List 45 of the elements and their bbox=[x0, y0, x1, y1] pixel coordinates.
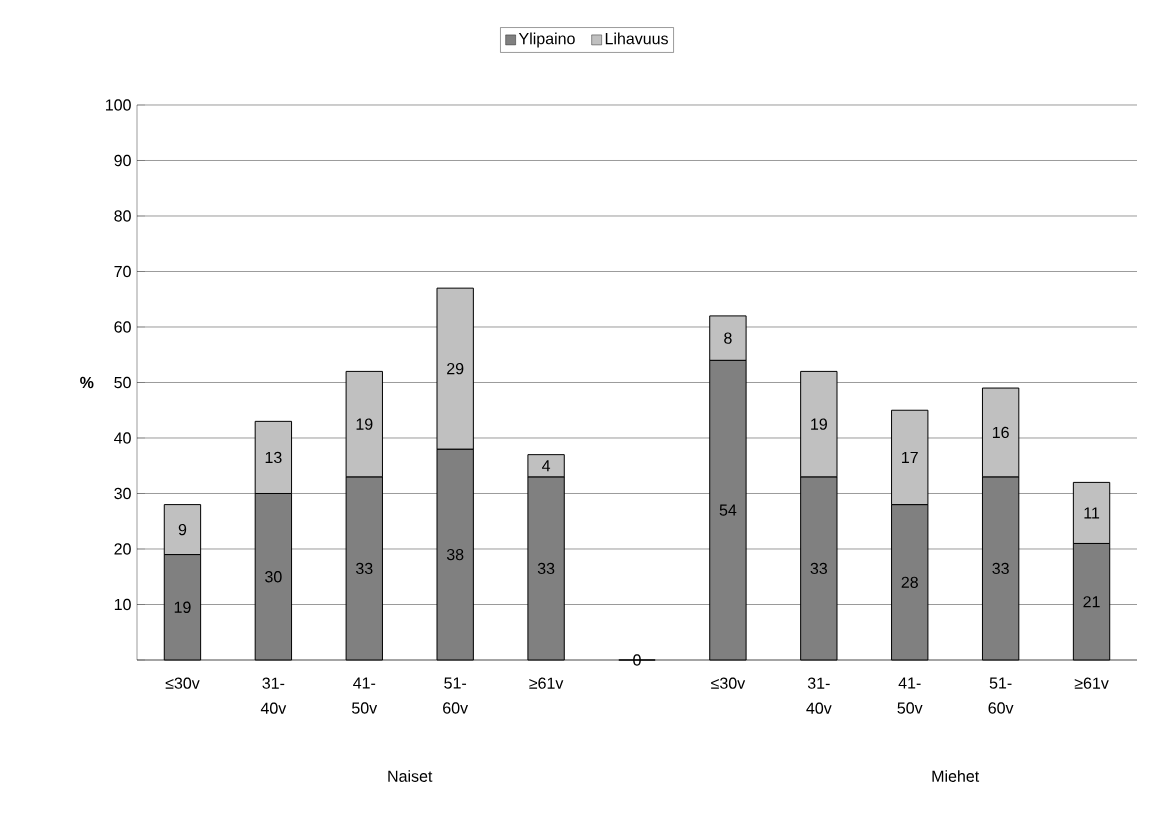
legend-label: Lihavuus bbox=[605, 32, 668, 45]
data-label: 13 bbox=[265, 451, 282, 464]
y-tick-label: 100 bbox=[105, 99, 131, 111]
data-label: 29 bbox=[447, 362, 464, 375]
x-tick-label: 41-50v bbox=[352, 677, 378, 714]
data-label: 4 bbox=[542, 460, 551, 472]
text: Miehet bbox=[932, 770, 980, 782]
data-label: 54 bbox=[719, 504, 737, 516]
y-tick-label: 80 bbox=[114, 210, 131, 222]
data-label: 33 bbox=[992, 562, 1009, 575]
x-tick-label: 31-40v bbox=[260, 677, 287, 714]
x-tick-label: ≥61v bbox=[1074, 677, 1109, 689]
data-label: 16 bbox=[992, 426, 1009, 439]
y-tick-label: 30 bbox=[114, 487, 131, 500]
x-tick-label: ≥61v bbox=[529, 677, 564, 689]
data-label: 38 bbox=[446, 548, 464, 561]
data-label: 19 bbox=[811, 418, 827, 430]
x-tick-label: 31-40v bbox=[806, 677, 832, 714]
data-label: 21 bbox=[1083, 596, 1100, 608]
data-label: 17 bbox=[902, 451, 918, 463]
y-tick-label: 10 bbox=[114, 598, 131, 611]
text: Naiset bbox=[388, 770, 433, 782]
data-label: 30 bbox=[265, 571, 282, 583]
data-label: 8 bbox=[724, 332, 732, 344]
x-tick-label: 51-60v bbox=[988, 677, 1014, 714]
y-tick-label: 50 bbox=[114, 376, 131, 389]
data-label: 9 bbox=[178, 523, 187, 536]
data-label: 33 bbox=[810, 562, 828, 575]
x-tick-label: 51-60v bbox=[443, 677, 469, 714]
x-tick-label: ≤30v bbox=[165, 677, 200, 689]
x-tick-label: 41-50v bbox=[897, 677, 923, 714]
y-axis-title: % bbox=[80, 376, 94, 389]
legend-label: Ylipaino bbox=[518, 32, 575, 48]
data-label: 19 bbox=[174, 601, 191, 613]
y-tick-label: 20 bbox=[114, 543, 131, 555]
y-tick-label: 70 bbox=[114, 265, 131, 278]
data-label: 33 bbox=[355, 562, 373, 575]
y-tick-label: 90 bbox=[114, 154, 131, 167]
y-tick-label: 40 bbox=[114, 432, 131, 444]
data-label: 33 bbox=[537, 562, 555, 575]
x-tick-label: ≤30v bbox=[711, 677, 746, 689]
data-label: 11 bbox=[1084, 507, 1100, 519]
data-label: 28 bbox=[901, 576, 918, 588]
y-tick-label: 60 bbox=[114, 321, 131, 333]
data-label: 19 bbox=[356, 418, 373, 430]
